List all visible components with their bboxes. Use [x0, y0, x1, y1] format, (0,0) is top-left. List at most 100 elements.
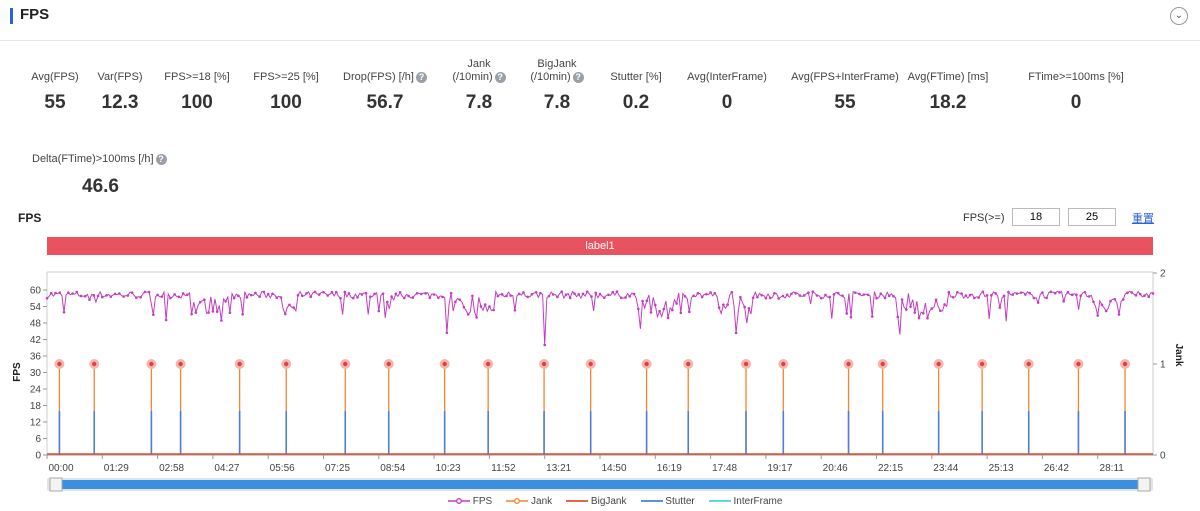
metric-10: Avg(FTime) [ms] 18.2	[868, 58, 1028, 114]
legend-item-interframe[interactable]: InterFrame	[708, 496, 783, 507]
fps-point	[875, 296, 878, 300]
fps-point	[237, 294, 240, 298]
fps-point	[317, 293, 321, 296]
metric-value: 0.2	[622, 92, 650, 113]
jank-marker	[846, 361, 851, 367]
jank-marker	[743, 361, 749, 367]
fps-point	[926, 316, 929, 320]
fps-point	[458, 298, 461, 301]
scroll-handle-right[interactable]	[1137, 477, 1151, 492]
fps-point	[828, 295, 832, 299]
legend-label: InterFrame	[733, 496, 783, 507]
fps-point	[360, 293, 364, 296]
x-tick-label: 02:58	[159, 463, 184, 474]
fps-point	[1092, 300, 1095, 304]
metric-5: Jank (/10min)? 7.8	[399, 58, 559, 114]
fps-point	[581, 292, 585, 296]
fps-point	[288, 303, 291, 307]
x-tick-label: 28:11	[1100, 463, 1125, 474]
jank-marker	[686, 361, 691, 367]
fps-point	[590, 295, 593, 298]
fps-point	[186, 293, 189, 297]
metric-label: Avg(InterFrame)	[687, 71, 767, 83]
fps-point	[551, 293, 555, 296]
help-icon[interactable]: ?	[494, 71, 506, 83]
y-tick-label: 54	[30, 302, 42, 313]
fps-point	[802, 294, 806, 297]
fps-point	[917, 316, 921, 320]
fps-point	[998, 306, 1002, 309]
scroll-range[interactable]	[57, 480, 1141, 489]
x-tick-label: 10:23	[436, 463, 461, 474]
fps-point	[1070, 293, 1074, 297]
fps-point	[215, 310, 219, 313]
fps-point	[1134, 294, 1138, 297]
jank-marker	[979, 361, 985, 367]
legend-item-jank[interactable]: Jank	[506, 496, 552, 507]
metric-label: Delta(FTime)>100ms [/h]?	[22, 140, 222, 166]
y-tick-label: 30	[30, 368, 42, 379]
fps-point	[305, 292, 308, 295]
fps-point	[849, 315, 853, 319]
fps-threshold-high-input[interactable]	[1068, 208, 1116, 226]
scroll-handle-left[interactable]	[49, 477, 63, 492]
fps-point	[373, 292, 376, 296]
fps-point	[488, 305, 491, 308]
fps-point	[577, 293, 581, 296]
jank-marker	[149, 361, 154, 367]
metric-value: 0	[1070, 92, 1082, 113]
fps-point	[347, 292, 351, 295]
fps-point	[266, 292, 270, 296]
legend-swatch	[448, 498, 470, 505]
fps-point	[632, 292, 636, 296]
fps-point	[534, 290, 538, 294]
fps-point	[671, 308, 674, 312]
fps-point	[896, 315, 900, 319]
fps-point	[785, 293, 789, 297]
fps-point	[249, 293, 253, 297]
metric-11: FTime>=100ms [%] 0	[996, 58, 1156, 114]
fps-point	[62, 310, 66, 314]
fps-point	[1130, 291, 1134, 294]
fps-point	[611, 290, 615, 294]
help-icon[interactable]: ?	[572, 71, 584, 83]
fps-point	[904, 308, 908, 311]
fps-point	[351, 296, 355, 300]
legend-item-stutter[interactable]: Stutter	[640, 496, 695, 507]
reset-link[interactable]: 重置	[1132, 213, 1154, 225]
legend-item-bigjank[interactable]: BigJank	[566, 496, 627, 507]
x-tick-label: 20:46	[823, 463, 848, 474]
help-icon[interactable]: ?	[155, 153, 167, 165]
fps-point	[245, 296, 249, 299]
fps-point	[54, 291, 57, 295]
help-icon[interactable]: ?	[415, 71, 427, 83]
jank-marker	[442, 361, 447, 367]
fps-point	[1079, 294, 1082, 298]
y2-axis-title: Jank	[1173, 344, 1184, 367]
label-bar[interactable]: label1	[47, 237, 1153, 255]
fps-point	[1109, 299, 1112, 303]
x-tick-label: 13:21	[546, 463, 571, 474]
metric-value: 7.8	[543, 92, 571, 113]
fps-point	[1104, 309, 1108, 313]
fps-point	[207, 311, 210, 314]
fps-point	[909, 305, 912, 308]
x-tick-label: 00:00	[48, 463, 73, 474]
fps-point	[858, 292, 861, 296]
fps-point	[960, 292, 963, 295]
fps-point	[845, 312, 849, 315]
fps-point	[1058, 291, 1061, 294]
jank-marker	[1122, 361, 1128, 367]
fps-point	[164, 318, 168, 322]
fps-threshold-low-input[interactable]	[1012, 208, 1060, 226]
legend-item-fps[interactable]: FPS	[448, 496, 492, 507]
metric-value: 100	[181, 92, 213, 113]
chevron-down-icon[interactable]: ⌄	[1170, 7, 1188, 25]
fps-point	[1100, 303, 1104, 307]
fps-point	[824, 293, 827, 297]
fps-point	[517, 292, 521, 296]
fps-point	[739, 295, 742, 299]
legend-label: BigJank	[590, 496, 627, 507]
fps-point	[658, 309, 661, 313]
